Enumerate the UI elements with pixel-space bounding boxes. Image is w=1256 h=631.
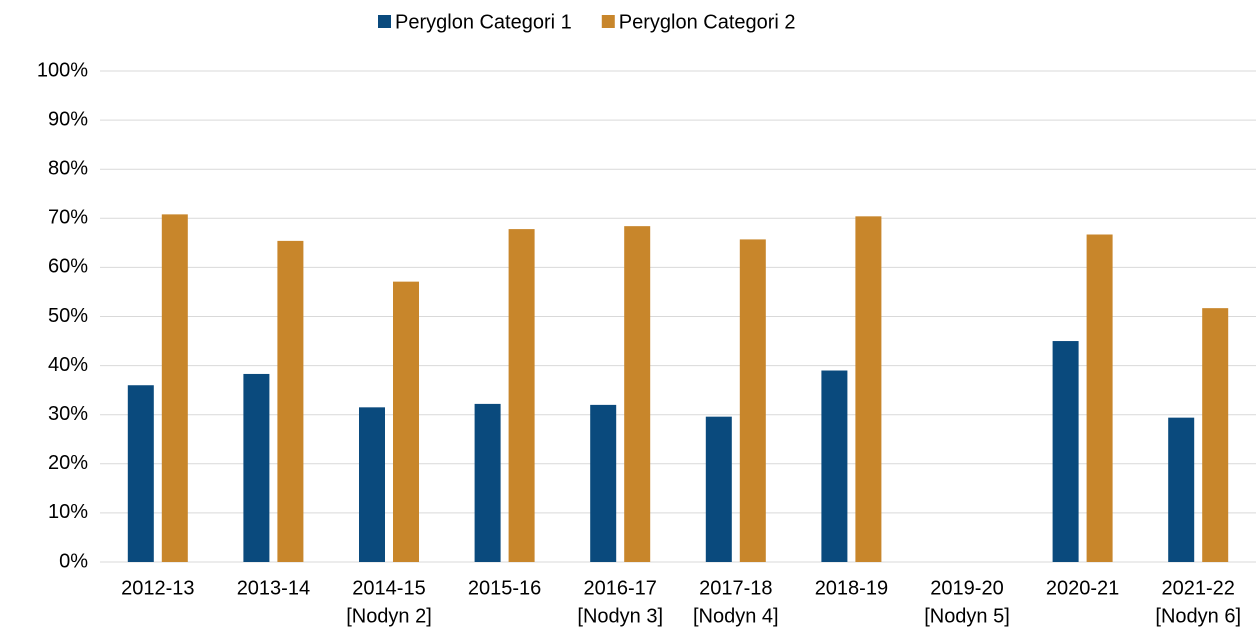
bar <box>1086 234 1113 563</box>
x-tick-label: 2018-19 <box>815 577 888 599</box>
bar <box>393 281 419 562</box>
y-tick-label: 30% <box>48 403 88 425</box>
bar <box>739 239 766 562</box>
legend-swatch <box>378 15 391 28</box>
x-tick-label: [Nodyn 4] <box>693 605 779 627</box>
x-tick-label: 2016-17 <box>583 577 656 599</box>
bar <box>855 216 882 562</box>
bar <box>359 407 385 562</box>
x-tick-label: [Nodyn 2] <box>346 605 432 627</box>
bar <box>1202 308 1229 562</box>
y-tick-label: 70% <box>48 207 88 229</box>
bar <box>127 385 154 562</box>
y-tick-label: 100% <box>37 59 88 81</box>
y-tick-label: 10% <box>48 501 88 523</box>
bar <box>243 373 270 562</box>
x-tick-label: 2021-22 <box>1161 577 1234 599</box>
bar <box>624 226 651 562</box>
bar <box>1052 341 1079 562</box>
x-tick-label: 2015-16 <box>468 577 541 599</box>
y-tick-label: 0% <box>59 550 88 572</box>
x-tick-label: [Nodyn 3] <box>577 605 663 627</box>
x-tick-label: 2020-21 <box>1046 577 1119 599</box>
y-tick-label: 80% <box>48 157 88 179</box>
bar <box>277 240 304 563</box>
x-tick-label: 2014-15 <box>352 577 425 599</box>
y-tick-label: 20% <box>48 452 88 474</box>
x-tick-label: 2013-14 <box>237 577 310 599</box>
bar <box>474 403 501 562</box>
legend-label: Peryglon Categori 2 <box>619 11 796 33</box>
legend-swatch <box>601 15 615 28</box>
y-tick-label: 40% <box>48 354 88 376</box>
x-tick-label: [Nodyn 6] <box>1155 605 1241 627</box>
x-tick-label: 2019-20 <box>930 577 1003 599</box>
y-tick-label: 60% <box>48 256 88 278</box>
x-tick-label: [Nodyn 5] <box>924 605 1010 627</box>
bar <box>821 370 848 562</box>
bar <box>1168 417 1195 562</box>
x-tick-label: 2017-18 <box>699 577 772 599</box>
y-tick-label: 50% <box>48 305 88 327</box>
bar <box>161 214 188 562</box>
legend-label: Peryglon Categori 1 <box>395 11 572 33</box>
y-tick-label: 90% <box>48 108 88 130</box>
x-tick-label: 2012-13 <box>121 577 194 599</box>
bar <box>705 416 732 562</box>
bar <box>590 404 617 562</box>
bar <box>508 229 535 563</box>
